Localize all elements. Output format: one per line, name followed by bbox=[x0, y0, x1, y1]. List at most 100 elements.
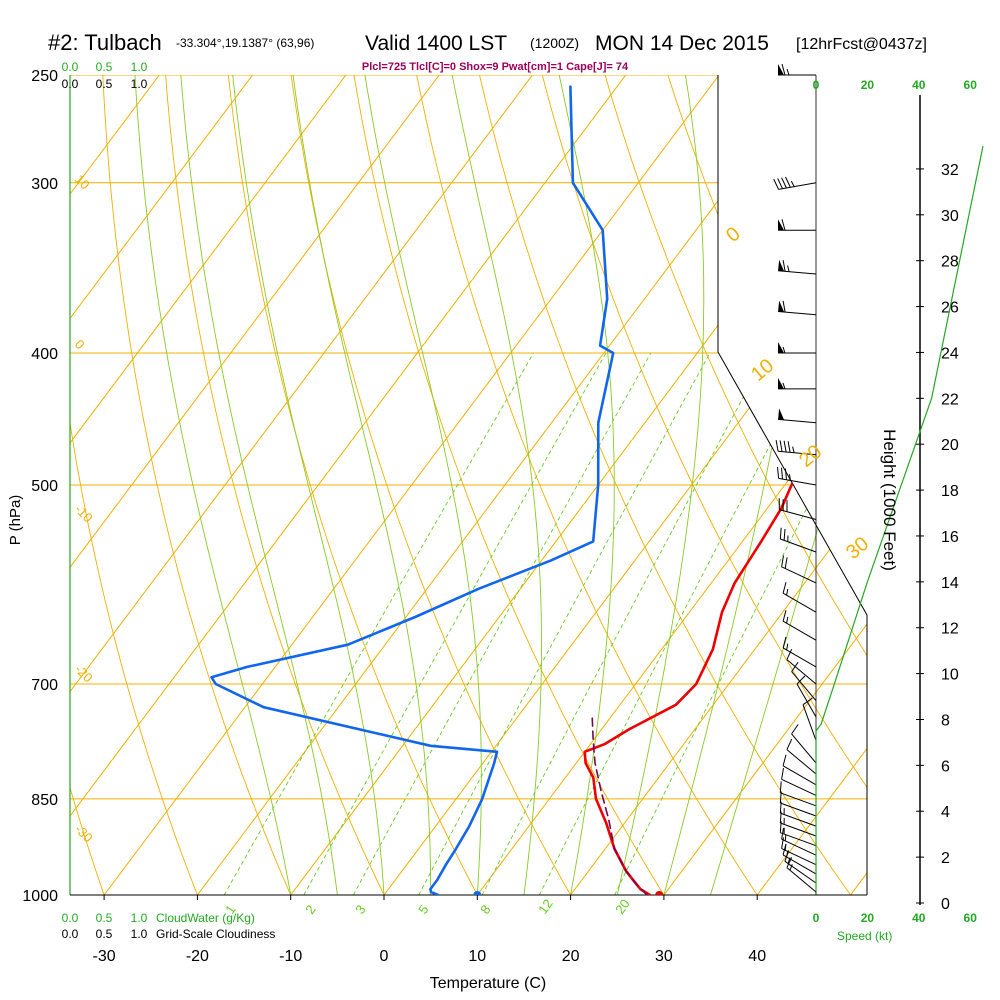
cloudiness-scale-top: 1.0 bbox=[131, 77, 148, 91]
wind-barb-feather bbox=[784, 468, 787, 480]
valid-time: Valid 1400 LST bbox=[365, 32, 507, 55]
wind-barb bbox=[778, 377, 816, 390]
cloudiness-scale-top: 0.5 bbox=[96, 77, 113, 91]
dry-adiabat bbox=[845, 75, 867, 895]
parcel-profile bbox=[591, 716, 648, 895]
thermo-grid bbox=[70, 75, 867, 895]
temperature-profile bbox=[583, 96, 815, 895]
wind-barb-shaft bbox=[778, 477, 817, 486]
wind-barb-pennant bbox=[778, 342, 784, 353]
speed-tick-bottom: 60 bbox=[964, 911, 978, 925]
pressure-tick-label: 500 bbox=[31, 478, 58, 495]
dry-adiabat bbox=[163, 75, 399, 895]
wind-barb-feather bbox=[775, 440, 779, 452]
moist-adiabat bbox=[451, 75, 542, 895]
wind-barb bbox=[802, 697, 817, 741]
mixing-ratio-label: 2 bbox=[302, 902, 318, 917]
mixing-ratio-line bbox=[481, 352, 768, 895]
wind-barb bbox=[782, 610, 817, 641]
wind-barb bbox=[781, 827, 817, 856]
dry-adiabat-label: -20 bbox=[72, 662, 96, 686]
mixing-ratio-label: 12 bbox=[535, 896, 556, 916]
dry-adiabat-label: -30 bbox=[72, 822, 96, 846]
wind-barb-feather bbox=[786, 648, 793, 660]
wind-barb-half-feather bbox=[792, 446, 795, 453]
speed-tick-top: 0 bbox=[813, 78, 820, 92]
wind-barb-shaft bbox=[779, 509, 817, 520]
height-tick-label: 16 bbox=[941, 529, 959, 546]
pressure-tick-label: 700 bbox=[31, 677, 58, 694]
mixing-ratio-label: 8 bbox=[477, 902, 493, 917]
dry-adiabat bbox=[535, 75, 867, 895]
speed-tick-top: 20 bbox=[861, 78, 875, 92]
height-tick-label: 6 bbox=[941, 758, 950, 775]
speed-tick-top: 60 bbox=[964, 78, 978, 92]
wind-barb-half-feather bbox=[787, 857, 791, 864]
wind-barb bbox=[791, 724, 817, 764]
dry-adiabat bbox=[225, 75, 494, 895]
wind-barb bbox=[784, 850, 817, 884]
wind-barb bbox=[781, 768, 817, 796]
wind-barb bbox=[777, 466, 817, 486]
wind-barb-feather bbox=[781, 837, 784, 849]
cloud-water-scale-bottom: 0.0 bbox=[62, 911, 79, 925]
mixing-ratio-line bbox=[418, 352, 711, 895]
dry-adiabat bbox=[287, 75, 588, 895]
wind-barb bbox=[779, 791, 817, 817]
wind-barb-shaft bbox=[778, 270, 817, 275]
moist-adiabat bbox=[616, 75, 705, 895]
wind-barb-feather bbox=[784, 557, 788, 569]
wind-barb bbox=[779, 781, 817, 807]
wind-barb-feather bbox=[787, 441, 791, 453]
isotherm-line bbox=[850, 75, 867, 895]
mixing-ratio-label: 5 bbox=[415, 902, 431, 917]
moist-adiabat bbox=[180, 75, 338, 895]
mixing-ratio-line bbox=[223, 352, 534, 895]
dry-adiabat bbox=[70, 75, 210, 895]
moist-adiabat bbox=[710, 75, 867, 895]
wind-barb-shaft bbox=[780, 802, 817, 817]
wind-barb-feather bbox=[782, 843, 787, 856]
isotherm-line bbox=[383, 75, 867, 895]
height-tick-label: 24 bbox=[941, 345, 959, 362]
wind-barb-shaft bbox=[786, 867, 817, 893]
cloud-water-scale-bottom: 1.0 bbox=[131, 911, 148, 925]
wind-barb-feather bbox=[782, 636, 787, 649]
wind-barb bbox=[786, 857, 817, 893]
pressure-tick-label: 400 bbox=[31, 346, 58, 363]
wind-barb bbox=[775, 440, 817, 456]
dry-adiabat bbox=[411, 75, 777, 895]
wind-barb bbox=[778, 219, 816, 231]
wind-barb-shaft bbox=[780, 812, 817, 827]
wind-barb-shaft bbox=[796, 683, 817, 718]
wind-barb-feather bbox=[782, 754, 787, 766]
height-tick-label: 12 bbox=[941, 621, 959, 638]
wind-barb-shaft bbox=[784, 860, 817, 884]
height-speed-line bbox=[815, 145, 984, 892]
cloud-water-scale-top: 0.0 bbox=[62, 60, 79, 74]
wind-barb-feather bbox=[782, 582, 787, 594]
wind-barb-feather bbox=[781, 467, 783, 480]
wind-barb-feather bbox=[779, 781, 782, 793]
height-tick-label: 22 bbox=[941, 391, 959, 408]
wind-barb-feather bbox=[781, 63, 786, 76]
wind-barb-feather bbox=[781, 827, 784, 840]
wind-barb-half-feather bbox=[787, 265, 790, 272]
wind-barb bbox=[791, 661, 817, 702]
wind-barb-shaft bbox=[781, 838, 817, 856]
wind-barb-half-feather bbox=[782, 382, 786, 390]
moist-adiabat bbox=[134, 75, 292, 895]
x-tick-label: -10 bbox=[279, 948, 302, 965]
wind-barb-pennant bbox=[778, 300, 785, 312]
isotherm-line bbox=[70, 75, 627, 895]
moist-adiabat bbox=[232, 75, 385, 895]
wind-barb-feather bbox=[782, 610, 787, 622]
wind-barb-shaft bbox=[780, 538, 817, 553]
wind-barb bbox=[778, 498, 817, 520]
wind-barb-half-feather bbox=[789, 474, 791, 481]
wind-barb-half-feather bbox=[782, 346, 786, 354]
isotherm-line bbox=[196, 75, 813, 895]
height-tick-label: 32 bbox=[941, 162, 959, 179]
pressure-tick-label: 1000 bbox=[22, 888, 58, 905]
